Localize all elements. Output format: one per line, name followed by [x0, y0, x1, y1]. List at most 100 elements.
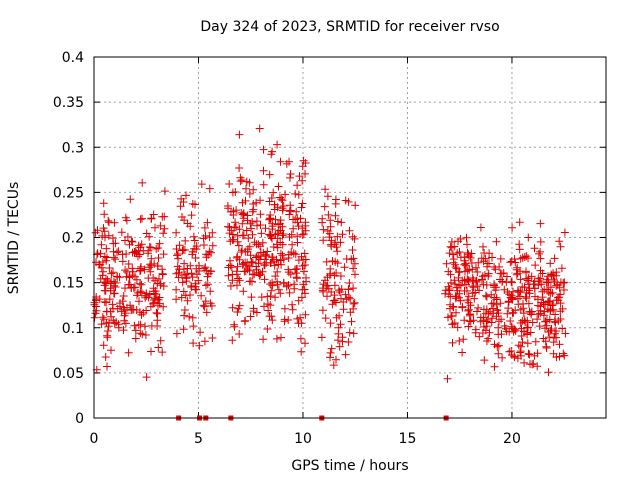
data-point [284, 268, 293, 277]
data-point [225, 223, 234, 232]
data-point [205, 233, 214, 242]
data-point [279, 255, 288, 264]
data-point [448, 320, 457, 329]
data-point [338, 230, 347, 239]
data-point [551, 318, 560, 327]
data-point [326, 240, 335, 249]
data-point [349, 304, 358, 313]
data-point [558, 324, 567, 333]
data-point [159, 282, 168, 291]
x-tick-label: 15 [399, 431, 417, 447]
data-point [453, 323, 462, 332]
data-point [523, 276, 532, 285]
data-point [529, 280, 538, 288]
data-point [463, 275, 472, 284]
data-point [136, 267, 144, 275]
data-point [132, 249, 141, 258]
data-point [301, 226, 310, 235]
data-point [329, 296, 338, 305]
data-point [285, 210, 294, 219]
data-point [286, 206, 295, 215]
data-point [336, 272, 345, 280]
data-point [188, 250, 197, 259]
data-point [550, 276, 558, 284]
data-point [350, 234, 359, 243]
data-point [256, 210, 265, 219]
data-point [288, 240, 297, 249]
x-tick-label: 10 [294, 431, 312, 447]
data-point [142, 373, 151, 382]
data-point [467, 249, 476, 258]
data-point [350, 298, 359, 307]
data-point [448, 338, 457, 347]
data-point [456, 281, 465, 290]
data-point [348, 246, 357, 254]
data-point [277, 195, 286, 204]
data-point [172, 295, 181, 304]
data-point [196, 328, 205, 337]
data-point [525, 350, 534, 359]
data-point [560, 228, 569, 237]
data-point [329, 361, 338, 370]
data-point [128, 305, 137, 314]
data-point [459, 335, 468, 344]
data-point [99, 341, 108, 350]
data-point [97, 263, 106, 272]
chart-title: Day 324 of 2023, SRMTID for receiver rvs… [200, 19, 499, 35]
x-tick-label: 20 [503, 431, 521, 447]
data-point [487, 299, 496, 308]
data-point [109, 268, 117, 277]
data-point [546, 259, 555, 268]
data-point [441, 289, 450, 298]
data-point [330, 271, 339, 280]
data-point [259, 180, 268, 189]
data-point [331, 238, 340, 247]
data-point [293, 314, 302, 323]
data-point [156, 336, 165, 345]
data-point [497, 330, 506, 339]
data-point [158, 212, 167, 221]
data-point [278, 204, 287, 213]
data-point [205, 247, 214, 256]
data-point [197, 180, 206, 189]
data-point [300, 267, 308, 276]
data-point [137, 280, 146, 289]
data-point [278, 251, 287, 260]
data-point [138, 178, 147, 187]
data-point [446, 304, 454, 313]
data-point [514, 288, 523, 297]
data-point [506, 317, 515, 325]
data-point [345, 328, 354, 337]
data-point [345, 226, 354, 235]
data-point [156, 281, 165, 290]
data-point [232, 206, 241, 215]
data-point [469, 283, 478, 292]
data-point [301, 310, 310, 319]
data-point [125, 240, 134, 249]
data-point [191, 200, 199, 209]
data-point [104, 216, 113, 225]
data-point [152, 308, 161, 317]
data-point [521, 292, 530, 301]
data-point [137, 240, 146, 249]
data-point [301, 218, 310, 227]
data-point [203, 280, 212, 289]
data-point [552, 268, 561, 277]
data-point [144, 293, 153, 302]
data-point [103, 253, 111, 262]
data-point [555, 237, 564, 246]
data-point [270, 200, 279, 209]
data-point [263, 325, 272, 333]
data-point [187, 269, 196, 278]
data-point [276, 226, 285, 235]
data-point [235, 330, 244, 338]
y-tick-label: 0.3 [62, 140, 84, 156]
data-point [335, 311, 344, 320]
data-point [494, 341, 503, 350]
data-point [228, 235, 237, 244]
data-point [154, 254, 163, 262]
data-point [145, 232, 154, 241]
data-point [299, 156, 308, 165]
data-point [103, 276, 112, 284]
data-point [206, 299, 215, 308]
